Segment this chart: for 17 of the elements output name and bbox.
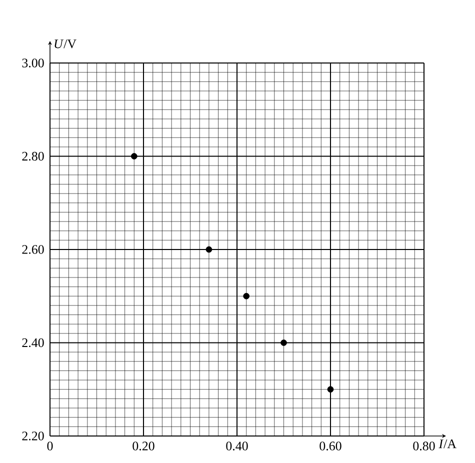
y-tick-label: 2.20 — [22, 432, 44, 440]
y-axis-title: U/V — [54, 40, 76, 48]
y-tick-label: 2.60 — [22, 245, 44, 254]
x-tick-label: 0.60 — [320, 442, 342, 450]
point — [206, 246, 212, 253]
x-tick-label: 0.20 — [132, 442, 154, 450]
x-tick-label: 0.80 — [413, 442, 435, 450]
y-tick-label: 2.40 — [22, 338, 44, 348]
x-tick-label: 0.40 — [226, 442, 248, 450]
x-tick-label: 0 — [47, 442, 53, 450]
point — [327, 386, 334, 393]
x-axis-title: I/A — [438, 440, 456, 448]
point — [280, 340, 287, 346]
y-tick-label: 2.80 — [22, 152, 44, 161]
y-tick-label: 3.00 — [22, 58, 44, 68]
point — [130, 153, 138, 160]
point — [243, 292, 250, 300]
